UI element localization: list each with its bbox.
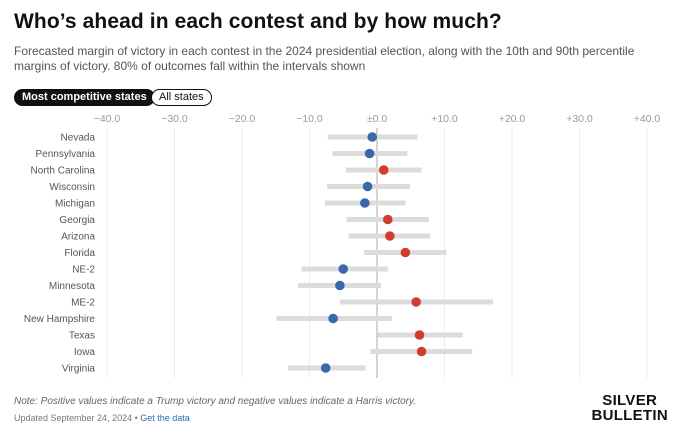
margin-dot[interactable] bbox=[364, 148, 375, 159]
x-tick-label: +40.0 bbox=[634, 113, 661, 125]
state-label: Iowa bbox=[74, 347, 96, 358]
state-label: Wisconsin bbox=[49, 182, 95, 193]
logo-line-2: BULLETIN bbox=[591, 407, 668, 424]
margin-dot[interactable] bbox=[385, 231, 395, 241]
margin-dot[interactable] bbox=[328, 313, 338, 324]
chart-title: Who’s ahead in each contest and by how m… bbox=[14, 10, 502, 33]
margin-dot[interactable] bbox=[400, 247, 411, 258]
x-tick-label: −10.0 bbox=[296, 113, 323, 125]
state-label: ME-2 bbox=[71, 298, 95, 309]
most-competitive-toggle[interactable]: Most competitive states bbox=[14, 89, 155, 106]
margin-dot[interactable] bbox=[416, 346, 427, 357]
margin-dot[interactable] bbox=[338, 264, 349, 274]
state-label: Pennsylvania bbox=[36, 149, 96, 160]
x-tick-label: −20.0 bbox=[229, 113, 256, 125]
x-tick-label: −30.0 bbox=[161, 113, 188, 125]
all-states-toggle[interactable]: All states bbox=[151, 89, 212, 106]
updated-line: Updated September 24, 2024 • Get the dat… bbox=[14, 413, 190, 423]
get-data-link[interactable]: Get the data bbox=[140, 413, 190, 423]
margin-dot[interactable] bbox=[378, 165, 389, 175]
margin-chart: −40.0 −30.0 −20.0 −10.0 ±0.0 +10.0 +20.0 +30.0 +… bbox=[24, 113, 661, 378]
state-label: Minnesota bbox=[49, 281, 96, 292]
margin-dot[interactable] bbox=[414, 330, 425, 340]
state-label: Virginia bbox=[62, 364, 96, 375]
margin-dot[interactable] bbox=[411, 297, 421, 307]
state-label: Nevada bbox=[61, 133, 96, 144]
x-tick-label: ±0.0 bbox=[367, 113, 388, 125]
updated-date: Updated September 24, 2024 • bbox=[14, 413, 138, 423]
state-label: Michigan bbox=[55, 199, 95, 210]
state-label: North Carolina bbox=[31, 166, 96, 177]
logo-line-1: SILVER bbox=[602, 392, 658, 409]
state-label: Texas bbox=[69, 331, 95, 342]
margin-dot[interactable] bbox=[383, 214, 393, 225]
chart-subtitle: Forecasted margin of victory in each con… bbox=[14, 44, 635, 73]
x-tick-label: −40.0 bbox=[94, 113, 121, 125]
margin-dot[interactable] bbox=[335, 280, 345, 291]
state-label: Georgia bbox=[59, 215, 95, 226]
margin-dot[interactable] bbox=[367, 132, 378, 142]
state-label: Florida bbox=[64, 248, 95, 259]
margin-dot[interactable] bbox=[362, 181, 373, 192]
silver-bulletin-logo: SILVER BULLETIN bbox=[591, 393, 668, 423]
margin-dot[interactable] bbox=[360, 198, 370, 208]
x-tick-label: +30.0 bbox=[566, 113, 593, 125]
state-label: Arizona bbox=[61, 232, 95, 243]
state-label: New Hampshire bbox=[24, 314, 96, 325]
x-tick-label: +20.0 bbox=[499, 113, 526, 125]
state-label: NE-2 bbox=[72, 265, 95, 276]
footnote: Note: Positive values indicate a Trump v… bbox=[14, 396, 417, 407]
x-tick-label: +10.0 bbox=[431, 113, 458, 125]
margin-dot[interactable] bbox=[320, 363, 331, 373]
